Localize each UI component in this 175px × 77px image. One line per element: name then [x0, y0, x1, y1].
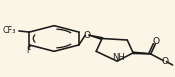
Text: NH: NH [113, 53, 125, 62]
Text: F: F [26, 46, 31, 55]
Polygon shape [88, 35, 103, 39]
Text: O: O [162, 57, 169, 66]
Polygon shape [133, 52, 149, 54]
Text: O: O [152, 37, 159, 46]
Text: CF₃: CF₃ [3, 26, 16, 35]
Text: O: O [83, 31, 90, 40]
